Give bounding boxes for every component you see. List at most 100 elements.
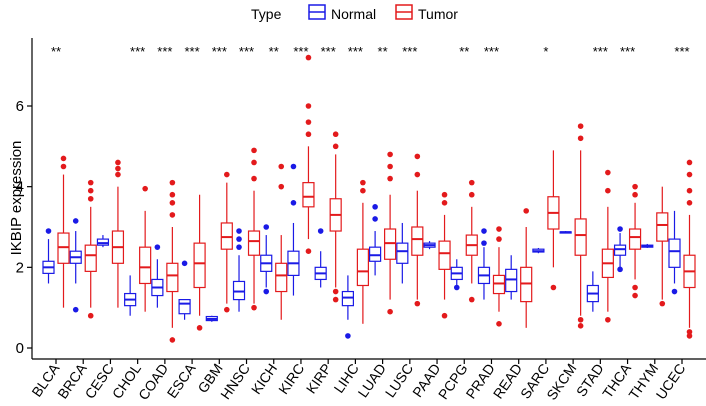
outlier-normal-luad-0 [372,216,378,222]
outlier-tumor-kirp-3 [332,131,339,138]
outlier-tumor-lihc-1 [360,179,366,186]
box-normal-thym [641,243,654,248]
outlier-tumor-lusc-2 [414,153,421,160]
outlier-normal-esca-0 [181,260,188,267]
box-tumor-lusc [411,153,424,307]
box-body-tumor-skcm [574,218,587,256]
box-tumor-ucec [683,159,696,339]
box-body-tumor-lusc [411,226,424,256]
outlier-tumor-hnsc-2 [251,159,257,166]
box-tumor-kich [275,163,288,320]
box-tumor-thym [656,186,669,307]
box-normal-gbm [205,315,218,322]
x-tick-label-kirc: KIRC [275,361,307,398]
outlier-tumor-thca-0 [632,284,638,291]
box-normal-stad [586,271,599,312]
outlier-normal-pcpg-0 [453,284,460,291]
outlier-tumor-chol-0 [142,185,148,192]
outlier-tumor-kirc-0 [305,248,312,254]
outlier-tumor-read-0 [523,208,529,214]
outlier-normal-prad-0 [481,240,487,246]
significance-ucec: *** [674,44,689,59]
outlier-normal-kirc-0 [290,200,297,206]
box-tumor-gbm [220,171,233,313]
box-tumor-chol [139,185,152,312]
significance-luad: ** [378,44,388,59]
legend: Type Normal Tumor [251,4,458,22]
outlier-tumor-paad-0 [441,312,448,319]
outlier-tumor-luad-1 [387,175,393,182]
box-normal-kirc [287,163,300,296]
outlier-tumor-brca-3 [87,179,94,186]
box-tumor-skcm [574,123,587,329]
outlier-tumor-sarc-0 [550,284,557,291]
outlier-tumor-prad-2 [496,226,502,232]
legend-title: Type [251,6,282,22]
box-body-tumor-paad [438,240,451,270]
significance-hnsc: *** [239,44,254,59]
outlier-tumor-pcpg-0 [468,296,475,303]
outlier-tumor-coad-3 [169,191,176,198]
box-tumor-lihc [356,179,369,324]
box-body-normal-hnsc [232,280,246,301]
box-body-tumor-thca [628,228,642,250]
outlier-tumor-ucec-4 [686,171,693,178]
outlier-tumor-pcpg-1 [468,191,475,198]
outlier-tumor-coad-1 [169,212,176,218]
significance-blca: ** [51,44,61,59]
outlier-tumor-skcm-2 [577,135,584,142]
outlier-tumor-brca-0 [87,312,94,319]
outlier-tumor-ucec-2 [686,200,693,206]
box-normal-thca [613,226,627,273]
box-tumor-kirc [302,54,315,254]
x-tick-label-kich: KICH [248,361,280,398]
outlier-normal-thca-0 [617,266,623,273]
significance-prad: *** [484,44,499,59]
box-tumor-brca [84,179,97,319]
box-normal-ucec [668,210,681,295]
box-tumor-sarc [547,150,560,291]
significance-gbm: *** [212,44,227,59]
box-normal-skcm [559,231,572,234]
outlier-tumor-brca-1 [87,195,94,202]
significance-stad: *** [593,44,608,59]
outlier-tumor-lihc-0 [360,187,366,194]
box-normal-brca [69,218,82,313]
box-body-tumor-blca [57,232,70,264]
outlier-tumor-skcm-0 [577,323,584,329]
x-tick-label-pcpg: PCPG [435,361,471,403]
box-body-normal-lusc [396,242,409,264]
box-body-tumor-lihc [356,248,369,287]
significance-chol: *** [130,44,145,59]
box-normal-lihc [341,275,354,339]
box-normal-blca [42,228,55,284]
outlier-tumor-ucec-3 [686,187,693,194]
outlier-tumor-gbm-1 [224,171,230,178]
legend-label-normal: Normal [331,6,376,22]
outlier-normal-coad-0 [154,244,161,250]
outlier-tumor-stad-1 [605,187,611,194]
outlier-tumor-kirp-1 [332,288,339,295]
box-body-normal-lihc [341,290,354,307]
y-axis-label: IKBIP expression [8,141,25,256]
box-tumor-prad [492,226,506,327]
box-body-tumor-gbm [220,222,233,250]
box-normal-lusc [396,222,409,284]
outlier-normal-luad-1 [372,204,378,210]
outlier-tumor-hnsc-3 [251,147,257,154]
outlier-tumor-coad-2 [169,200,176,206]
significance-pcpg: ** [459,44,469,59]
box-body-tumor-brca [84,244,97,272]
box-normal-kirp [314,228,327,288]
significance-kich: ** [269,44,279,59]
outlier-tumor-blca-0 [60,163,67,170]
box-tumor-esca [193,194,206,331]
outlier-normal-hnsc-0 [236,244,242,250]
outlier-tumor-thca-3 [632,183,638,190]
x-tick-label-lusc: LUSC [382,361,417,401]
outlier-tumor-ucec-5 [686,159,693,166]
legend-entry-normal: Normal [308,4,376,22]
outlier-tumor-kirc-4 [305,54,312,61]
box-tumor-hnsc [247,147,261,311]
box-body-tumor-prad [492,274,506,295]
